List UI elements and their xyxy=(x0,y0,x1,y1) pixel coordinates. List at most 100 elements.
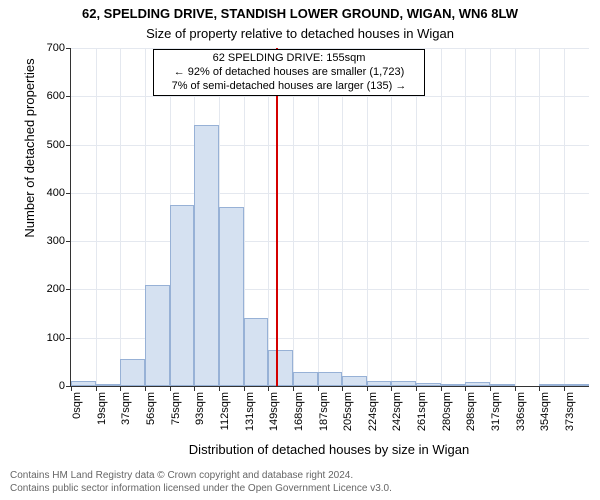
gridline-h xyxy=(71,96,589,97)
xtick-mark xyxy=(120,386,121,391)
histogram-bar xyxy=(268,350,293,386)
ytick-label: 300 xyxy=(47,235,65,247)
xtick-mark xyxy=(145,386,146,391)
histogram-bar xyxy=(170,205,194,386)
xtick-label: 149sqm xyxy=(268,392,280,431)
gridline-v xyxy=(96,48,97,386)
annotation-box: 62 SPELDING DRIVE: 155sqm ← 92% of detac… xyxy=(153,49,425,96)
xtick-label: 205sqm xyxy=(342,392,354,431)
chart-title-main: 62, SPELDING DRIVE, STANDISH LOWER GROUN… xyxy=(0,6,600,21)
ytick-label: 500 xyxy=(47,139,65,151)
xtick-mark xyxy=(465,386,466,391)
histogram-bar xyxy=(194,125,219,386)
gridline-v xyxy=(539,48,540,386)
xtick-mark xyxy=(539,386,540,391)
xtick-mark xyxy=(268,386,269,391)
xtick-mark xyxy=(194,386,195,391)
xtick-mark xyxy=(367,386,368,391)
xtick-label: 75sqm xyxy=(170,392,182,425)
ytick-mark xyxy=(66,289,71,290)
x-axis-label: Distribution of detached houses by size … xyxy=(70,442,588,457)
xtick-label: 56sqm xyxy=(145,392,157,425)
ytick-mark xyxy=(66,193,71,194)
chart-title-sub: Size of property relative to detached ho… xyxy=(0,26,600,41)
xtick-mark xyxy=(219,386,220,391)
histogram-bar xyxy=(465,382,490,386)
xtick-label: 187sqm xyxy=(318,392,330,431)
histogram-bar xyxy=(539,384,564,386)
reference-line xyxy=(276,48,278,386)
xtick-mark xyxy=(318,386,319,391)
gridline-v xyxy=(120,48,121,386)
xtick-label: 0sqm xyxy=(71,392,83,419)
gridline-v xyxy=(441,48,442,386)
xtick-mark xyxy=(71,386,72,391)
histogram-bar xyxy=(219,207,244,386)
xtick-mark xyxy=(391,386,392,391)
gridline-h xyxy=(71,193,589,194)
xtick-label: 317sqm xyxy=(490,392,502,431)
ytick-mark xyxy=(66,48,71,49)
xtick-mark xyxy=(515,386,516,391)
histogram-bar xyxy=(416,383,441,386)
ytick-mark xyxy=(66,241,71,242)
plot-area: 01002003004005006007000sqm19sqm37sqm56sq… xyxy=(70,48,589,387)
histogram-bar xyxy=(564,384,589,386)
gridline-h xyxy=(71,241,589,242)
histogram-bar xyxy=(367,381,391,386)
ytick-label: 600 xyxy=(47,90,65,102)
xtick-label: 373sqm xyxy=(564,392,576,431)
histogram-bar xyxy=(391,381,416,386)
annotation-line-2: ← 92% of detached houses are smaller (1,… xyxy=(160,66,418,80)
chart-container: 62, SPELDING DRIVE, STANDISH LOWER GROUN… xyxy=(0,0,600,500)
ytick-label: 400 xyxy=(47,187,65,199)
xtick-label: 37sqm xyxy=(120,392,132,425)
xtick-label: 19sqm xyxy=(96,392,108,425)
gridline-v xyxy=(465,48,466,386)
xtick-mark xyxy=(342,386,343,391)
xtick-label: 298sqm xyxy=(465,392,477,431)
gridline-v xyxy=(490,48,491,386)
xtick-label: 261sqm xyxy=(416,392,428,431)
xtick-label: 168sqm xyxy=(293,392,305,431)
xtick-label: 354sqm xyxy=(539,392,551,431)
xtick-label: 336sqm xyxy=(515,392,527,431)
xtick-mark xyxy=(490,386,491,391)
gridline-v xyxy=(416,48,417,386)
histogram-bar xyxy=(318,372,342,386)
gridline-v xyxy=(293,48,294,386)
ytick-mark xyxy=(66,338,71,339)
annotation-line-1: 62 SPELDING DRIVE: 155sqm xyxy=(160,52,418,66)
histogram-bar xyxy=(145,285,170,386)
gridline-v xyxy=(391,48,392,386)
gridline-v xyxy=(564,48,565,386)
histogram-bar xyxy=(120,359,145,386)
xtick-label: 242sqm xyxy=(391,392,403,431)
xtick-mark xyxy=(564,386,565,391)
credits: Contains HM Land Registry data © Crown c… xyxy=(10,470,392,495)
ytick-label: 200 xyxy=(47,283,65,295)
xtick-mark xyxy=(96,386,97,391)
ytick-label: 700 xyxy=(47,42,65,54)
gridline-h xyxy=(71,145,589,146)
histogram-bar xyxy=(293,372,318,386)
xtick-label: 224sqm xyxy=(367,392,379,431)
xtick-label: 131sqm xyxy=(244,392,256,431)
annotation-line-3: 7% of semi-detached houses are larger (1… xyxy=(160,80,418,94)
credits-line-1: Contains HM Land Registry data © Crown c… xyxy=(10,470,392,483)
xtick-label: 112sqm xyxy=(219,392,231,430)
ytick-label: 0 xyxy=(59,380,65,392)
histogram-bar xyxy=(441,384,465,386)
gridline-v xyxy=(342,48,343,386)
xtick-mark xyxy=(416,386,417,391)
histogram-bar xyxy=(244,318,268,386)
gridline-v xyxy=(515,48,516,386)
histogram-bar xyxy=(490,384,515,386)
histogram-bar xyxy=(342,376,367,386)
ytick-mark xyxy=(66,145,71,146)
xtick-label: 93sqm xyxy=(194,392,206,425)
xtick-mark xyxy=(293,386,294,391)
histogram-bar xyxy=(96,384,120,386)
histogram-bar xyxy=(71,381,96,386)
credits-line-2: Contains public sector information licen… xyxy=(10,483,392,496)
